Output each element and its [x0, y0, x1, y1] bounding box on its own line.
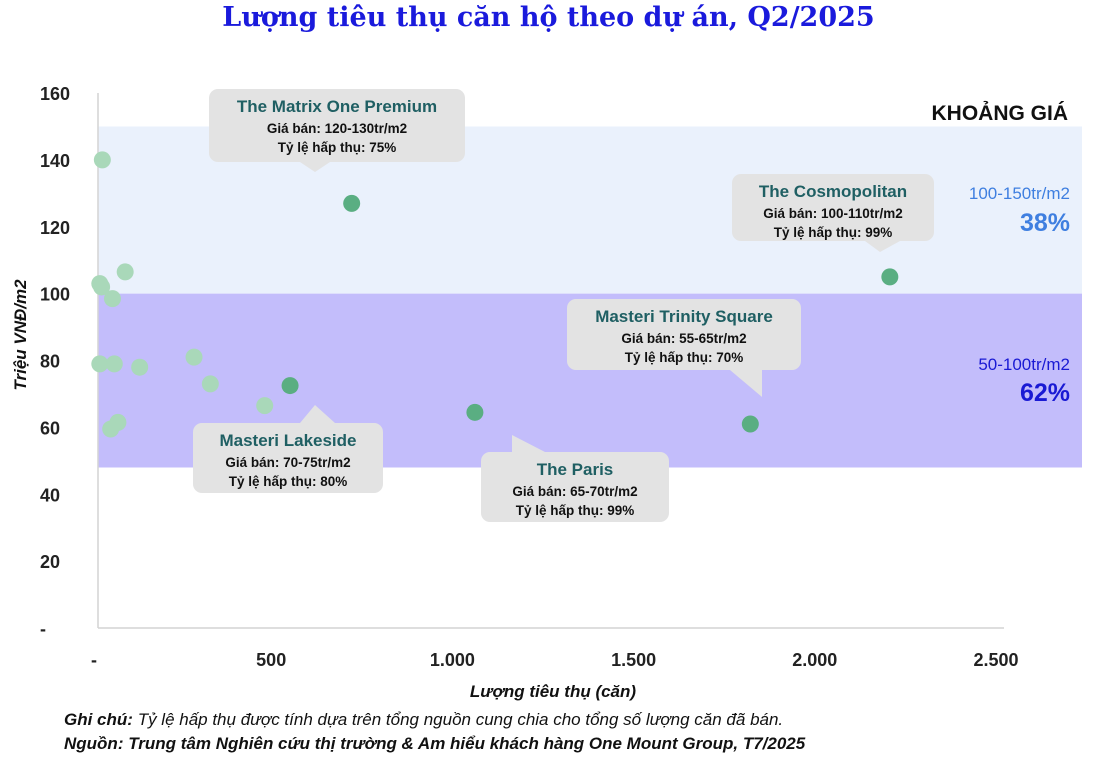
- callout-project-name: Masteri Trinity Square: [595, 307, 773, 326]
- callout-tail: [300, 162, 330, 172]
- chart-title: Lượng tiêu thụ căn hộ theo dự án, Q2/202…: [222, 2, 875, 33]
- callout-tail: [300, 405, 335, 423]
- callout-price: Giá bán: 55-65tr/m2: [621, 331, 746, 346]
- source-line: Nguồn: Trung tâm Nghiên cứu thị trường &…: [64, 732, 805, 756]
- data-point: [93, 278, 111, 296]
- y-tick-label: 80: [40, 352, 60, 372]
- scatter-chart: - 20 40 60 80 100 120 140 160 - 500 1.000 1.500 2.000…: [11, 84, 1082, 701]
- callout-tail: [865, 241, 900, 252]
- band-labels: KHOẢNG GIÁ 100-150tr/m2 38% 50-100tr/m2 62%: [932, 102, 1071, 407]
- callout-absorption: Tỷ lệ hấp thụ: 80%: [229, 474, 348, 489]
- callout-box: Masteri Trinity Square Giá bán: 55-65tr/m…: [567, 299, 801, 397]
- data-points: [91, 151, 899, 438]
- callout-price: Giá bán: 120-130tr/m2: [267, 121, 407, 136]
- price-bands: [98, 126, 1082, 468]
- callout-tail: [730, 370, 762, 397]
- chart-notes: Ghi chú: Tỷ lệ hấp thụ được tính dựa trê…: [64, 708, 805, 756]
- x-tick-label: -: [91, 650, 97, 670]
- highlighted-data-point: [281, 377, 299, 395]
- data-point: [102, 420, 120, 438]
- x-tick-label: 1.000: [430, 650, 475, 670]
- highlighted-data-point: [466, 403, 484, 421]
- callout-bg: [732, 174, 934, 241]
- callout-box: Masteri Lakeside Giá bán: 70-75tr/m2 Tỷ lệ…: [193, 405, 383, 493]
- callout-tail: [512, 435, 545, 452]
- callout-absorption: Tỷ lệ hấp thụ: 99%: [774, 225, 893, 240]
- note-text: Tỷ lệ hấp thụ được tính dựa trên tổng ng…: [137, 710, 784, 729]
- y-tick-label: 140: [40, 151, 70, 171]
- callout-box: The Paris Giá bán: 65-70tr/m2 Tỷ lệ hấp th…: [481, 435, 669, 522]
- band-title: KHOẢNG GIÁ: [932, 102, 1069, 125]
- y-tick-label: 60: [40, 418, 60, 438]
- highlighted-data-point: [343, 194, 361, 212]
- band-share-label: 62%: [1020, 379, 1070, 407]
- band-range-label: 100-150tr/m2: [969, 184, 1070, 203]
- y-tick-label: -: [40, 619, 46, 639]
- data-point: [256, 397, 274, 415]
- callout-project-name: The Matrix One Premium: [237, 97, 437, 116]
- y-tick-label: 160: [40, 84, 70, 104]
- y-tick-label: 40: [40, 485, 60, 505]
- y-tick-label: 20: [40, 552, 60, 572]
- y-tick-label: 100: [40, 285, 70, 305]
- axes: - 20 40 60 80 100 120 140 160 - 500 1.000 1.500 2.000…: [11, 84, 1019, 701]
- note-line: Ghi chú: Tỷ lệ hấp thụ được tính dựa trê…: [64, 708, 805, 732]
- callout-project-name: Masteri Lakeside: [219, 431, 356, 450]
- callout-bg: [567, 299, 801, 370]
- callout-price: Giá bán: 65-70tr/m2: [512, 484, 637, 499]
- callout-bg: [209, 89, 465, 162]
- x-tick-label: 500: [256, 650, 286, 670]
- callout-price: Giá bán: 100-110tr/m2: [763, 206, 903, 221]
- data-point: [201, 375, 219, 393]
- callouts: The Matrix One Premium Giá bán: 120-130tr…: [193, 89, 934, 522]
- highlighted-data-point: [881, 268, 899, 286]
- callout-price: Giá bán: 70-75tr/m2: [225, 455, 350, 470]
- callout-bg: [481, 452, 669, 522]
- y-axis-title: Triệu VNĐ/m2: [11, 279, 30, 391]
- callout-box: The Cosmopolitan Giá bán: 100-110tr/m2 Tỷ …: [732, 174, 934, 252]
- callout-absorption: Tỷ lệ hấp thụ: 99%: [516, 503, 635, 518]
- data-point: [103, 290, 121, 308]
- x-tick-label: 1.500: [611, 650, 656, 670]
- callout-project-name: The Cosmopolitan: [759, 182, 907, 201]
- callout-box: The Matrix One Premium Giá bán: 120-130tr…: [209, 89, 465, 172]
- data-point: [131, 358, 149, 376]
- data-point: [105, 355, 123, 373]
- highlighted-data-point: [741, 415, 759, 433]
- x-axis-title: Lượng tiêu thụ (căn): [470, 682, 636, 701]
- x-tick-label: 2.000: [792, 650, 837, 670]
- callout-absorption: Tỷ lệ hấp thụ: 70%: [625, 350, 744, 365]
- data-point: [116, 263, 134, 281]
- callout-project-name: The Paris: [537, 460, 614, 479]
- source-text: Nguồn: Trung tâm Nghiên cứu thị trường &…: [64, 734, 806, 753]
- data-point: [185, 348, 203, 366]
- band-share-label: 38%: [1020, 209, 1070, 237]
- data-point: [93, 151, 111, 169]
- data-point: [91, 355, 109, 373]
- note-label: Ghi chú:: [64, 710, 133, 729]
- callout-absorption: Tỷ lệ hấp thụ: 75%: [278, 140, 397, 155]
- band-range-label: 50-100tr/m2: [978, 355, 1070, 374]
- y-tick-label: 120: [40, 218, 70, 238]
- callout-bg: [193, 423, 383, 493]
- x-tick-label: 2.500: [973, 650, 1018, 670]
